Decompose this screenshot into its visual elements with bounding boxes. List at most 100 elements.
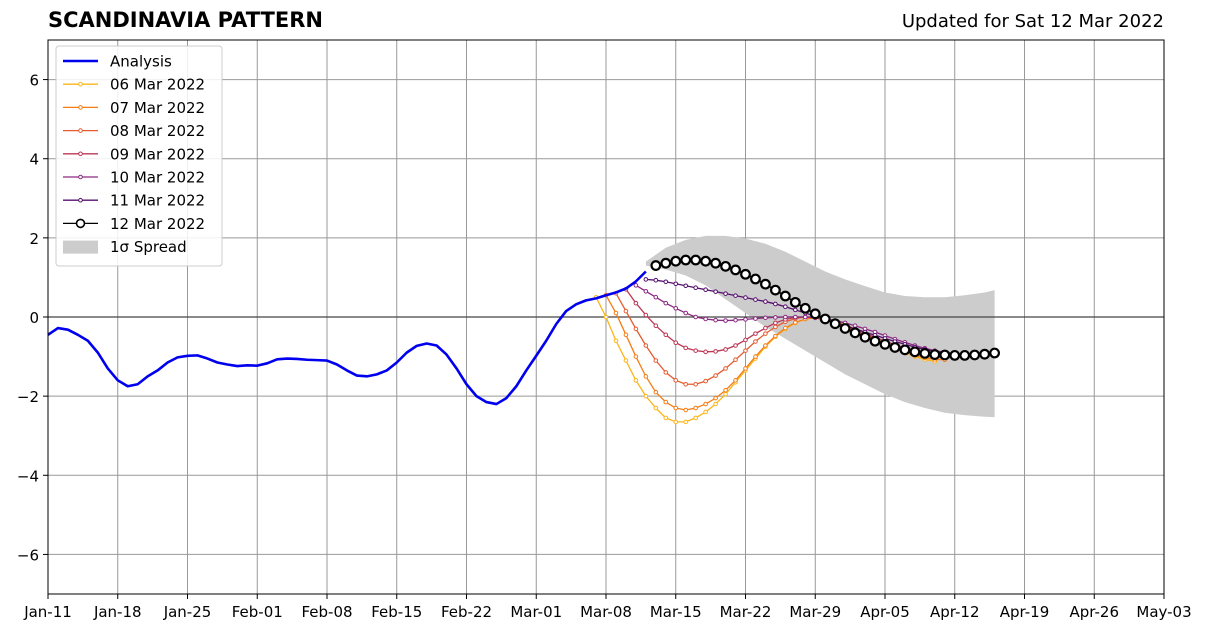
y-axis-ticks: −6 −4 −2 0 2 4 6 <box>17 72 48 564</box>
series-point <box>693 314 698 320</box>
series-lines <box>47 254 1001 425</box>
series-point <box>683 310 689 316</box>
x-axis-ticks: Jan-11 Jan-18 Jan-25 Feb-01 Feb-08 Feb-15 Feb-… <box>23 594 1192 621</box>
series-point <box>663 370 669 375</box>
y-tick-label: 2 <box>29 230 39 248</box>
series-point <box>730 264 741 276</box>
series-point <box>909 346 921 358</box>
series-point <box>653 405 659 411</box>
series-point <box>783 304 788 310</box>
series-point <box>653 294 659 300</box>
legend-label: 10 Mar 2022 <box>110 169 205 187</box>
legend-label: 07 Mar 2022 <box>110 99 205 117</box>
series-point <box>683 381 689 387</box>
series-point <box>680 254 692 266</box>
series-point <box>889 342 901 353</box>
series-point <box>713 349 718 354</box>
series-point <box>713 289 718 294</box>
series-point <box>643 277 649 282</box>
series-point <box>783 314 788 320</box>
series-point <box>673 340 679 346</box>
series-point <box>683 283 689 289</box>
series-point <box>723 291 728 296</box>
series-point <box>693 285 698 291</box>
series-point <box>613 338 619 344</box>
series-point <box>603 314 609 320</box>
y-tick-label: 6 <box>29 72 39 90</box>
series-point <box>949 349 961 361</box>
series-point <box>869 335 881 347</box>
spread-area <box>645 235 995 418</box>
x-tick-label: Mar-08 <box>580 603 632 621</box>
series-point <box>653 358 659 363</box>
legend-label: 06 Mar 2022 <box>110 76 205 94</box>
series-point <box>783 325 788 331</box>
series-point <box>743 295 748 300</box>
series-point <box>802 314 808 320</box>
series-point <box>979 348 991 360</box>
series-point <box>793 320 798 325</box>
series-point <box>793 314 798 320</box>
series-point <box>743 317 748 322</box>
y-tick-label: −4 <box>17 467 39 485</box>
legend-swatch <box>63 240 98 254</box>
series-point <box>663 279 669 285</box>
series-point <box>650 260 662 271</box>
series-point <box>859 331 871 343</box>
series-point <box>773 301 778 307</box>
series-point <box>643 393 649 399</box>
series-point <box>633 283 639 288</box>
legend-label: 11 Mar 2022 <box>110 192 205 210</box>
series-point <box>819 313 831 325</box>
x-tick-label: Feb-08 <box>301 603 352 621</box>
x-tick-label: Apr-05 <box>860 603 910 621</box>
series-point <box>633 354 639 359</box>
x-tick-label: Mar-22 <box>720 603 772 621</box>
series-point <box>773 320 778 326</box>
series-point <box>633 326 639 332</box>
series-point <box>673 305 679 311</box>
y-tick-label: 0 <box>29 309 39 327</box>
series-point <box>733 293 738 298</box>
series-point <box>643 288 649 294</box>
series-point <box>643 343 649 348</box>
series-point <box>683 407 689 413</box>
series-point <box>703 287 708 292</box>
x-tick-label: Apr-26 <box>1070 603 1120 621</box>
series-point <box>670 255 682 267</box>
series-point <box>713 401 718 407</box>
series-point <box>663 399 669 405</box>
legend-marker <box>78 81 83 87</box>
series-point <box>720 260 731 272</box>
chart-title: SCANDINAVIA PATTERN <box>48 8 323 32</box>
series-point <box>693 381 698 387</box>
series-point <box>743 348 748 353</box>
analysis-line <box>47 270 647 406</box>
series-point <box>713 373 718 378</box>
legend: Analysis 06 Mar 2022 07 Mar 2022 08 Mar 202… <box>55 45 223 267</box>
series-point <box>809 308 821 320</box>
series-point <box>673 378 679 383</box>
series-point <box>839 323 851 334</box>
y-tick-label: 4 <box>29 151 39 169</box>
series-point <box>723 347 728 352</box>
x-tick-label: Jan-25 <box>163 603 212 621</box>
series-point <box>660 257 672 269</box>
series-point <box>623 358 629 363</box>
series-point <box>693 348 698 353</box>
series-point <box>733 357 738 363</box>
legend-marker <box>78 128 83 133</box>
series-point <box>693 415 698 421</box>
series-point <box>683 419 689 425</box>
series-point <box>989 347 1001 359</box>
legend-marker <box>78 105 83 110</box>
x-tick-label: Feb-01 <box>232 603 283 621</box>
legend-label: Analysis <box>110 53 172 71</box>
series-point <box>633 378 639 383</box>
series-point <box>713 395 718 401</box>
x-tick-label: Jan-18 <box>93 603 142 621</box>
series-point <box>683 345 689 351</box>
series-point <box>773 324 778 330</box>
series-point <box>763 315 768 321</box>
